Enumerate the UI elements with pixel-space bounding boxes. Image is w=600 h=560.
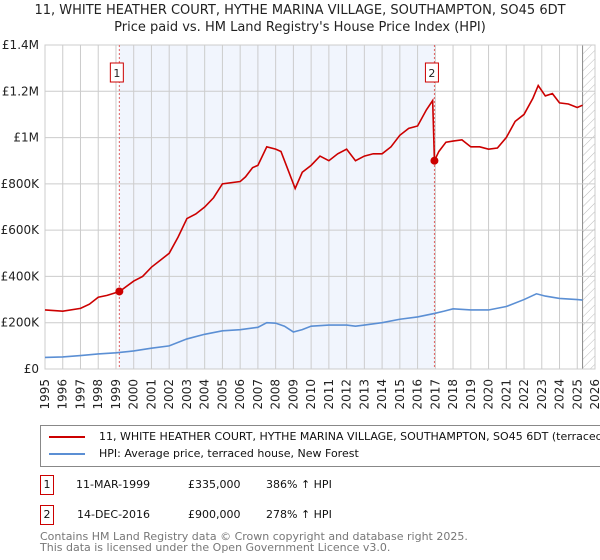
- x-tick-label: 1997: [73, 379, 87, 410]
- x-tick-label: 2018: [446, 379, 460, 410]
- x-tick-label: 2011: [322, 379, 336, 410]
- x-tick-label: 2017: [428, 379, 442, 410]
- sale-label: 2: [428, 67, 435, 80]
- legend-item-property: 11, WHITE HEATHER COURT, HYTHE MARINA VI…: [49, 430, 600, 446]
- y-tick-label: £0: [24, 362, 39, 376]
- plot-area: 1995 1996 1997 1998 1999 2000 2001 2002 2003 2004…: [1, 38, 600, 410]
- sale-price: £900,000: [188, 508, 241, 521]
- x-tick-label: 2003: [180, 379, 194, 410]
- x-tick-label: 1996: [56, 379, 70, 410]
- series-line: [44, 83, 583, 312]
- sale-label: 1: [113, 67, 120, 80]
- x-tick-label: 2024: [553, 379, 567, 410]
- y-tick-label: £400K: [1, 269, 41, 283]
- legend-item-hpi: HPI: Average price, terraced house, New …: [49, 447, 359, 463]
- series-line: [44, 292, 583, 359]
- forecast-hatch: [582, 45, 595, 369]
- x-tick-label: 2025: [570, 379, 584, 410]
- x-tick-label: 2022: [517, 379, 531, 410]
- y-tick-label: £1M: [13, 131, 39, 145]
- x-tick-label: 2012: [340, 379, 354, 410]
- x-tick-label: 2020: [482, 379, 496, 410]
- x-tick-label: 2006: [233, 379, 247, 410]
- footer-line-2: This data is licensed under the Open Gov…: [40, 541, 391, 554]
- x-tick-label: 2014: [375, 379, 389, 410]
- sale-label-box: [109, 62, 124, 83]
- footer: Contains HM Land Registry data © Crown c…: [40, 531, 468, 553]
- sale-hpi: 278% ↑ HPI: [266, 508, 332, 521]
- sale-hpi: 386% ↑ HPI: [266, 478, 332, 491]
- sale-point: [115, 287, 124, 296]
- footer-line-1: Contains HM Land Registry data © Crown c…: [40, 530, 468, 543]
- x-tick-label: 2001: [144, 379, 158, 410]
- sale-badge: 2: [40, 505, 54, 525]
- x-tick-label: 2002: [162, 379, 176, 410]
- x-tick-label: 2013: [357, 379, 371, 410]
- x-tick-label: 2026: [588, 379, 600, 410]
- x-tick-label: 2023: [535, 379, 549, 410]
- legend-label: HPI: Average price, terraced house, New …: [99, 447, 359, 460]
- ownership-shade: [119, 45, 435, 369]
- sale-date: 14-DEC-2016: [77, 508, 151, 521]
- x-tick-label: 2021: [499, 379, 513, 410]
- x-tick-label: 2000: [127, 379, 141, 410]
- sale-price: £335,000: [188, 478, 241, 491]
- x-tick-label: 2019: [464, 379, 478, 410]
- y-tick-label: £600K: [1, 223, 41, 237]
- x-tick-label: 1998: [91, 379, 105, 410]
- sale-point: [430, 156, 439, 165]
- x-tick-label: 2010: [304, 379, 318, 410]
- x-tick-label: 2016: [411, 379, 425, 410]
- x-tick-label: 2005: [215, 379, 229, 410]
- legend: 11, WHITE HEATHER COURT, HYTHE MARINA VI…: [40, 425, 600, 467]
- x-tick-label: 2009: [286, 379, 300, 410]
- sale-label-box: [424, 62, 439, 83]
- x-tick-label: 2015: [393, 379, 407, 410]
- x-tick-label: 1999: [109, 379, 123, 410]
- x-tick-label: 2007: [251, 379, 265, 410]
- y-tick-label: £800K: [1, 177, 41, 191]
- sale-date: 11-MAR-1999: [76, 478, 151, 491]
- y-tick-label: £200K: [1, 316, 41, 330]
- x-tick-label: 1995: [38, 379, 52, 410]
- chart-title: 11, WHITE HEATHER COURT, HYTHE MARINA VI…: [34, 3, 566, 18]
- y-tick-label: £1.4M: [2, 38, 39, 52]
- x-tick-label: 2008: [269, 379, 283, 410]
- legend-swatch-blue: [49, 453, 85, 455]
- legend-swatch-red: [49, 436, 85, 438]
- x-tick-label: 2004: [198, 379, 212, 410]
- chart-subtitle: Price paid vs. HM Land Registry's House …: [114, 20, 486, 35]
- y-tick-label: £1.2M: [2, 84, 39, 98]
- sale-badge: 1: [40, 475, 54, 495]
- legend-label: 11, WHITE HEATHER COURT, HYTHE MARINA VI…: [99, 430, 600, 443]
